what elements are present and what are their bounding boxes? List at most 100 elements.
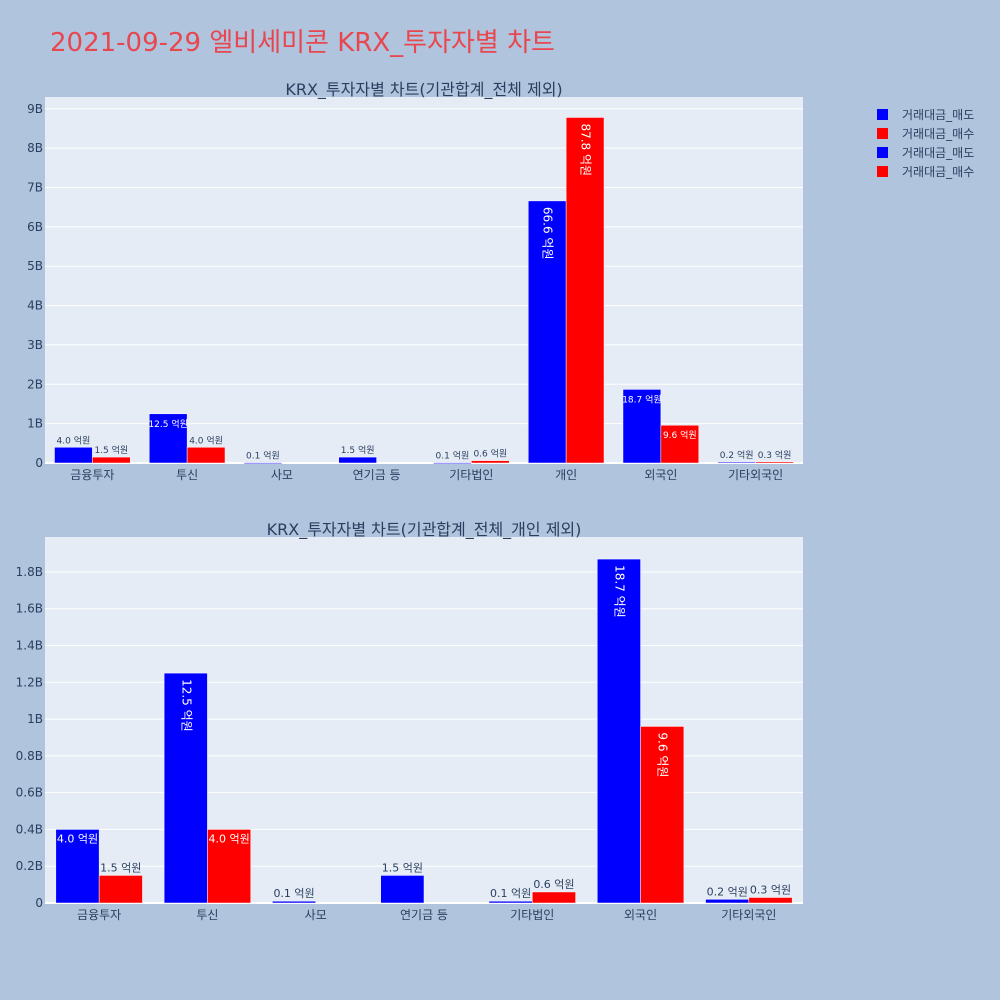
bar	[186, 447, 226, 464]
y-tick-label: 9B	[27, 102, 43, 116]
x-tick-label: 외국인	[644, 468, 677, 482]
x-tick-label: 연기금 등	[353, 468, 401, 482]
bar	[660, 424, 700, 464]
plot-area-0	[45, 97, 803, 463]
bar	[622, 389, 662, 464]
y-tick-label: 5B	[27, 259, 43, 273]
y-tick-label: 1.4B	[16, 639, 43, 653]
bar	[640, 726, 685, 904]
data-label: 0.1 억원	[246, 450, 280, 462]
data-label: 0.3 억원	[758, 449, 792, 461]
x-tick-label: 투신	[196, 908, 218, 922]
data-label: 0.6 억원	[473, 448, 507, 460]
bar	[755, 461, 794, 464]
y-tick-label: 0.2B	[16, 859, 43, 873]
bar	[565, 117, 605, 464]
x-tick-label: 개인	[555, 468, 577, 482]
bar	[488, 900, 533, 904]
data-label: 4.0 억원	[189, 434, 223, 446]
y-tick-label: 6B	[27, 220, 43, 234]
bar	[748, 897, 793, 904]
y-tick-label: 2B	[27, 377, 43, 391]
x-tick-label: 기타외국인	[721, 908, 776, 922]
bar	[207, 829, 251, 904]
bar	[705, 899, 750, 904]
y-tick-label: 1.8B	[16, 565, 43, 579]
y-tick-label: 8B	[27, 141, 43, 155]
bar	[597, 558, 641, 904]
legend-item: 거래대금_매도	[902, 146, 974, 160]
bar	[272, 900, 316, 904]
page-title: 2021-09-29 엘비세미콘 KRX_투자자별 차트	[50, 28, 555, 58]
bar	[532, 891, 576, 904]
chart-title: KRX_투자자별 차트(기관합계_전체 제외)	[285, 80, 562, 100]
y-tick-label: 0.4B	[16, 822, 43, 836]
data-label: 0.1 억원	[490, 887, 531, 900]
y-tick-label: 1B	[27, 417, 43, 431]
data-label: 4.0 억원	[57, 832, 98, 845]
x-tick-label: 사모	[271, 468, 293, 482]
data-label: 4.0 억원	[208, 832, 249, 845]
data-label: 0.2 억원	[720, 449, 754, 461]
x-tick-label: 외국인	[624, 908, 657, 922]
y-tick-label: 0	[35, 896, 43, 910]
bar	[433, 462, 472, 464]
y-tick-label: 4B	[27, 299, 43, 313]
data-label: 1.5 억원	[94, 444, 128, 456]
bar	[54, 447, 93, 464]
y-tick-label: 1.2B	[16, 675, 43, 689]
x-tick-label: 금융투자	[70, 468, 114, 482]
x-tick-label: 사모	[305, 908, 327, 922]
data-label: 18.7 억원	[622, 393, 661, 405]
data-label: 66.6 억원	[541, 207, 555, 260]
data-label: 1.5 억원	[382, 861, 423, 874]
x-tick-label: 기타법인	[449, 468, 493, 482]
x-tick-label: 금융투자	[77, 908, 121, 922]
data-label: 0.2 억원	[707, 885, 748, 898]
bar	[338, 456, 377, 464]
chart-title: KRX_투자자별 차트(기관합계_전체_개인 제외)	[267, 520, 582, 540]
x-tick-label: 기타법인	[510, 908, 554, 922]
y-tick-label: 3B	[27, 338, 43, 352]
data-label: 1.5 억원	[341, 444, 375, 456]
data-label: 0.6 억원	[533, 878, 574, 891]
legend-swatch	[877, 166, 888, 177]
legend-item: 거래대금_매수	[902, 127, 974, 141]
legend-swatch	[877, 109, 888, 120]
bar	[471, 460, 510, 464]
x-tick-label: 기타외국인	[728, 468, 783, 482]
bar	[92, 456, 131, 464]
legend-item: 거래대금_매도	[902, 108, 974, 122]
data-label: 87.8 억원	[579, 123, 593, 176]
bar	[717, 461, 756, 464]
data-label: 9.6 억원	[663, 429, 697, 441]
bar	[148, 413, 188, 464]
y-tick-label: 1.6B	[16, 602, 43, 616]
y-tick-label: 7B	[27, 181, 43, 195]
data-label: 1.5 억원	[100, 861, 141, 874]
y-tick-label: 0.6B	[16, 786, 43, 800]
bar	[527, 200, 567, 464]
bar	[98, 875, 143, 904]
data-label: 0.1 억원	[436, 450, 470, 462]
x-tick-label: 투신	[176, 468, 198, 482]
legend-swatch	[877, 147, 888, 158]
bar	[380, 875, 425, 904]
y-tick-label: 0.8B	[16, 749, 43, 763]
bar	[163, 672, 208, 904]
data-label: 18.7 억원	[612, 565, 626, 618]
data-label: 0.3 억원	[750, 883, 791, 896]
bar	[55, 829, 100, 904]
y-tick-label: 0	[35, 456, 43, 470]
y-tick-label: 1B	[27, 712, 43, 726]
legend-swatch	[877, 128, 888, 139]
legend-item: 거래대금_매수	[902, 165, 974, 179]
data-label: 0.1 억원	[273, 887, 314, 900]
bar	[243, 462, 283, 464]
x-tick-label: 연기금 등	[400, 908, 448, 922]
data-label: 12.5 억원	[148, 418, 187, 430]
data-label: 9.6 억원	[656, 732, 670, 777]
data-label: 4.0 억원	[57, 434, 91, 446]
data-label: 12.5 억원	[179, 679, 193, 732]
